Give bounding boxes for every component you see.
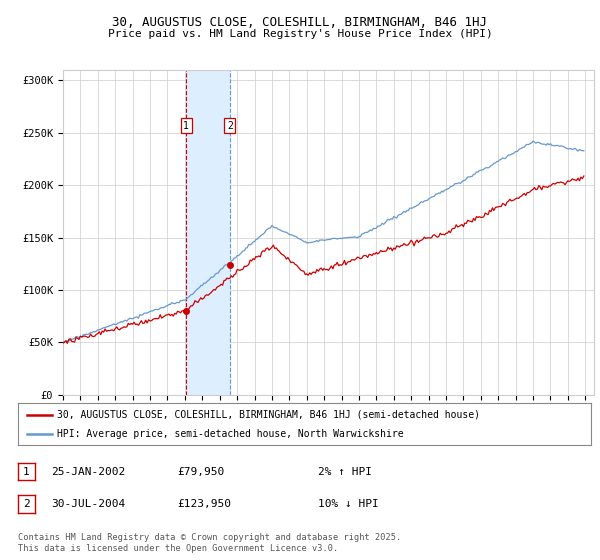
Text: £79,950: £79,950 (177, 466, 224, 477)
Text: 1: 1 (23, 466, 30, 477)
Bar (186, 70, 230, 395)
Text: 10% ↓ HPI: 10% ↓ HPI (318, 499, 379, 509)
Text: 30, AUGUSTUS CLOSE, COLESHILL, BIRMINGHAM, B46 1HJ: 30, AUGUSTUS CLOSE, COLESHILL, BIRMINGHA… (113, 16, 487, 29)
Text: 2: 2 (227, 120, 233, 130)
Text: 30-JUL-2004: 30-JUL-2004 (51, 499, 125, 509)
Text: 25-JAN-2002: 25-JAN-2002 (51, 466, 125, 477)
Text: Price paid vs. HM Land Registry's House Price Index (HPI): Price paid vs. HM Land Registry's House … (107, 29, 493, 39)
Text: 2% ↑ HPI: 2% ↑ HPI (318, 466, 372, 477)
Text: 30, AUGUSTUS CLOSE, COLESHILL, BIRMINGHAM, B46 1HJ (semi-detached house): 30, AUGUSTUS CLOSE, COLESHILL, BIRMINGHA… (57, 409, 480, 419)
Text: £123,950: £123,950 (177, 499, 231, 509)
Text: 1: 1 (184, 120, 189, 130)
Text: HPI: Average price, semi-detached house, North Warwickshire: HPI: Average price, semi-detached house,… (57, 429, 404, 439)
Text: Contains HM Land Registry data © Crown copyright and database right 2025.
This d: Contains HM Land Registry data © Crown c… (18, 533, 401, 553)
Text: 2: 2 (23, 499, 30, 509)
